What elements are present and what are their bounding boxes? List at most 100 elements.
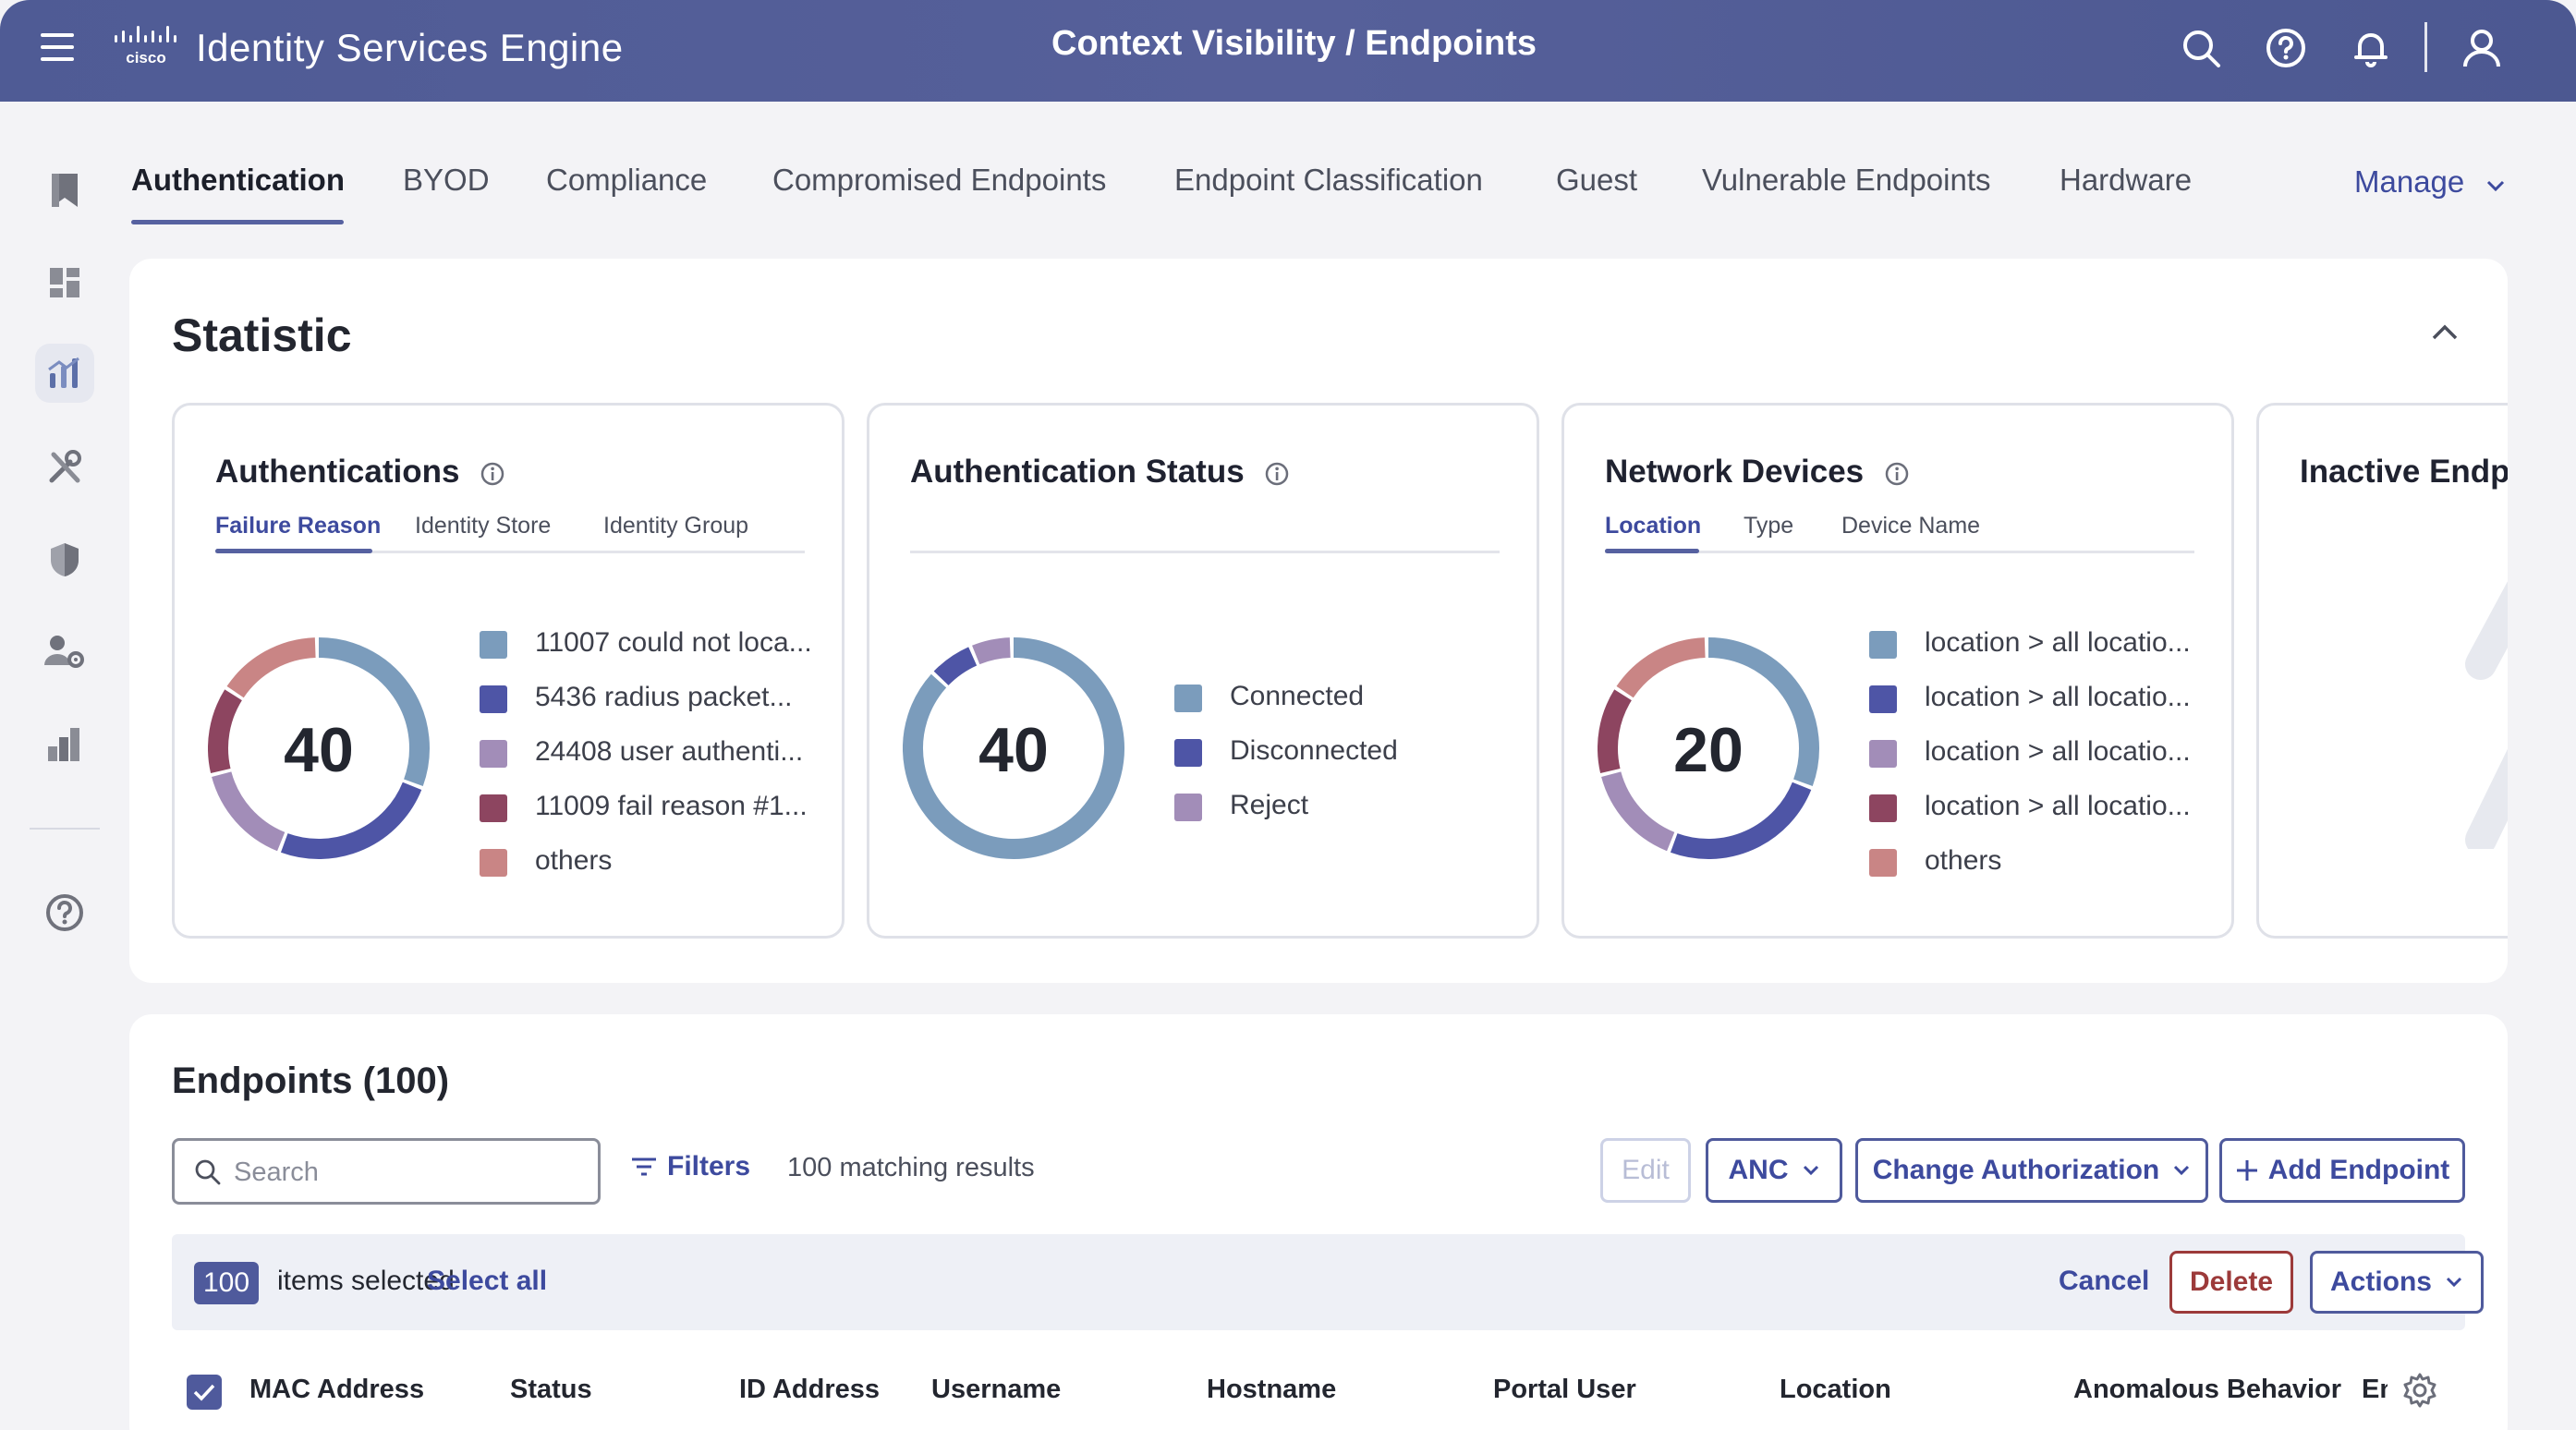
info-icon[interactable] <box>1884 461 1910 487</box>
bookmark-icon[interactable] <box>35 161 94 220</box>
card-title: Network Devices <box>1605 454 1910 491</box>
donut-segment[interactable] <box>1670 782 1812 859</box>
donut-segment[interactable] <box>903 637 1124 859</box>
cisco-logo: cisco <box>115 26 176 67</box>
tab-guest[interactable]: Guest <box>1556 163 1638 197</box>
authentications-card: Authentications Failure Reason Identity … <box>172 403 844 939</box>
subtab-location[interactable]: Location <box>1605 513 1702 539</box>
info-icon[interactable] <box>480 461 505 487</box>
legend-swatch <box>1174 685 1202 712</box>
donut-segment[interactable] <box>318 637 430 787</box>
dashboard-icon[interactable] <box>35 253 94 312</box>
change-authorization-label: Change Authorization <box>1872 1155 2160 1185</box>
legend-label: Connected <box>1230 681 1365 711</box>
legend-swatch <box>480 794 507 822</box>
chevron-down-icon <box>2446 1277 2462 1288</box>
subtab-identity-store[interactable]: Identity Store <box>415 513 552 539</box>
tab-endpoint-classification[interactable]: Endpoint Classification <box>1174 163 1483 197</box>
donut-segment[interactable] <box>226 637 316 698</box>
column-mac-address[interactable]: MAC Address <box>249 1375 425 1404</box>
inactive-endpoints-graphic <box>2465 581 2508 849</box>
tools-icon[interactable] <box>35 438 94 497</box>
actions-button[interactable]: Actions <box>2310 1251 2484 1314</box>
tab-byod[interactable]: BYOD <box>403 163 490 197</box>
donut-segment[interactable] <box>1616 637 1706 698</box>
chevron-down-icon <box>2487 180 2505 192</box>
menu-icon[interactable] <box>41 33 74 67</box>
info-icon[interactable] <box>1264 461 1290 487</box>
manage-dropdown[interactable]: Manage <box>2354 164 2506 200</box>
donut-segment[interactable] <box>1601 771 1675 852</box>
tab-hardware[interactable]: Hardware <box>2060 163 2193 197</box>
help-icon[interactable] <box>35 883 94 942</box>
donut-segment[interactable] <box>212 771 286 852</box>
table-header: MAC Address Status ID Address Username H… <box>172 1358 2465 1423</box>
subtab-type[interactable]: Type <box>1744 513 1794 539</box>
edit-button[interactable]: Edit <box>1600 1138 1691 1203</box>
tab-authentication[interactable]: Authentication <box>131 163 345 197</box>
filters-label: Filters <box>667 1151 751 1182</box>
donut-segment[interactable] <box>1598 689 1633 773</box>
select-all-link[interactable]: Select all <box>427 1266 548 1296</box>
column-location[interactable]: Location <box>1780 1375 1891 1404</box>
admin-user-icon[interactable] <box>35 623 94 682</box>
authentications-donut-chart[interactable]: 40 <box>208 624 446 873</box>
subtab-device-name[interactable]: Device Name <box>1841 513 1981 539</box>
column-status[interactable]: Status <box>510 1375 592 1404</box>
chevron-down-icon <box>2174 1165 2190 1176</box>
donut-segment[interactable] <box>972 637 1011 665</box>
donut-segment[interactable] <box>933 647 978 686</box>
anc-label: ANC <box>1728 1155 1789 1185</box>
donut-segments <box>903 637 1124 859</box>
authentication-status-card: Authentication Status 40 Connected Disco… <box>867 403 1539 939</box>
add-endpoint-button[interactable]: Add Endpoint <box>2219 1138 2465 1203</box>
policy-shield-icon[interactable] <box>35 530 94 589</box>
work-centers-icon[interactable] <box>35 715 94 774</box>
legend-label: 24408 user authenti... <box>535 736 804 767</box>
tab-compliance[interactable]: Compliance <box>546 163 708 197</box>
settings-gear-icon[interactable] <box>2400 1371 2439 1410</box>
authentication-status-donut-chart[interactable]: 40 <box>903 624 1141 873</box>
column-anomalous-behavior[interactable]: Anomalous Behavior <box>2073 1375 2342 1404</box>
network-devices-title: Network Devices <box>1605 454 1865 490</box>
delete-button[interactable]: Delete <box>2169 1251 2293 1314</box>
column-username[interactable]: Username <box>931 1375 1062 1404</box>
legend-swatch <box>1869 685 1897 713</box>
tab-vulnerable-endpoints[interactable]: Vulnerable Endpoints <box>1702 163 1991 197</box>
subtab-identity-group[interactable]: Identity Group <box>603 513 749 539</box>
donut-segment[interactable] <box>208 689 243 773</box>
cancel-link[interactable]: Cancel <box>2059 1266 2150 1296</box>
context-visibility-icon[interactable] <box>35 344 94 403</box>
subtab-indicator <box>215 549 372 553</box>
search-field[interactable] <box>172 1138 601 1205</box>
anc-button[interactable]: ANC <box>1706 1138 1842 1203</box>
legend-swatch <box>1174 739 1202 767</box>
sidebar-divider <box>30 828 100 830</box>
bell-icon[interactable] <box>2349 26 2393 70</box>
authentication-status-title: Authentication Status <box>910 454 1245 490</box>
search-icon[interactable] <box>2179 26 2223 70</box>
filters-button[interactable]: Filters <box>630 1151 750 1182</box>
chevron-up-icon[interactable] <box>2426 314 2463 351</box>
legend-label: location > all locatio... <box>1925 627 2191 658</box>
legend-swatch <box>1869 794 1897 822</box>
user-icon[interactable] <box>2460 26 2504 70</box>
donut-total: 40 <box>284 715 354 785</box>
legend-swatch <box>480 740 507 768</box>
column-hostname[interactable]: Hostname <box>1207 1375 1337 1404</box>
donut-segment[interactable] <box>1707 637 1819 787</box>
network-devices-donut-chart[interactable]: 20 <box>1598 624 1836 873</box>
select-all-checkbox[interactable] <box>187 1375 222 1410</box>
network-devices-subtabs: Location Type Device Name <box>1605 513 2194 553</box>
subtab-failure-reason[interactable]: Failure Reason <box>215 513 382 539</box>
search-input[interactable] <box>234 1156 585 1189</box>
tab-compromised-endpoints[interactable]: Compromised Endpoints <box>772 163 1107 197</box>
donut-segment[interactable] <box>280 782 422 859</box>
help-icon[interactable] <box>2264 26 2308 70</box>
change-authorization-button[interactable]: Change Authorization <box>1855 1138 2208 1203</box>
app-title: Identity Services Engine <box>196 26 624 69</box>
column-portal-user[interactable]: Portal User <box>1493 1375 1636 1404</box>
items-selected-text: items selected <box>277 1266 455 1296</box>
column-id-address[interactable]: ID Address <box>739 1375 881 1404</box>
column-truncated[interactable]: En <box>2362 1375 2388 1404</box>
